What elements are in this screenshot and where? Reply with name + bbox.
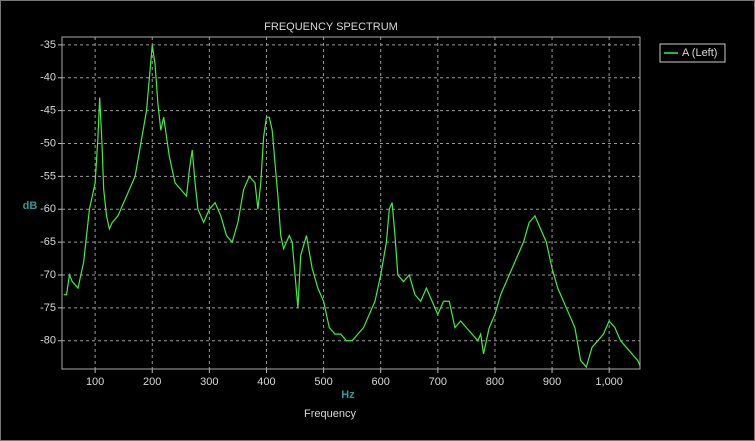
- x-axis-label: Frequency: [304, 408, 356, 420]
- x-unit: Hz: [341, 389, 355, 401]
- chart-title: FREQUENCY SPECTRUM: [264, 21, 398, 33]
- y-tick-label: -45: [40, 105, 56, 117]
- y-tick-label: -70: [40, 269, 56, 281]
- x-tick-label: 700: [429, 376, 447, 388]
- spectrum-line: [63, 44, 640, 369]
- y-tick-label: -55: [40, 170, 56, 182]
- x-tick-label: 300: [200, 376, 218, 388]
- y-tick-label: -35: [40, 39, 56, 51]
- plot-border: [61, 36, 641, 370]
- x-tick-label: 800: [486, 376, 504, 388]
- y-tick-label: -80: [40, 335, 56, 347]
- x-tick-label: 500: [314, 376, 332, 388]
- x-tick-label: 200: [143, 376, 161, 388]
- y-axis-label: dB: [23, 200, 38, 212]
- legend: [659, 43, 726, 63]
- y-tick-label: -60: [40, 203, 56, 215]
- legend-label: A (Left): [682, 47, 717, 59]
- x-tick-label: 900: [543, 376, 561, 388]
- y-tick-label: -65: [40, 236, 56, 248]
- y-tick-label: -75: [40, 302, 56, 314]
- y-tick-label: -50: [40, 137, 56, 149]
- x-tick-label: 1,000: [595, 376, 623, 388]
- y-tick-label: -40: [40, 72, 56, 84]
- x-tick-label: 400: [257, 376, 275, 388]
- x-tick-label: 600: [372, 376, 390, 388]
- x-tick-label: 100: [86, 376, 104, 388]
